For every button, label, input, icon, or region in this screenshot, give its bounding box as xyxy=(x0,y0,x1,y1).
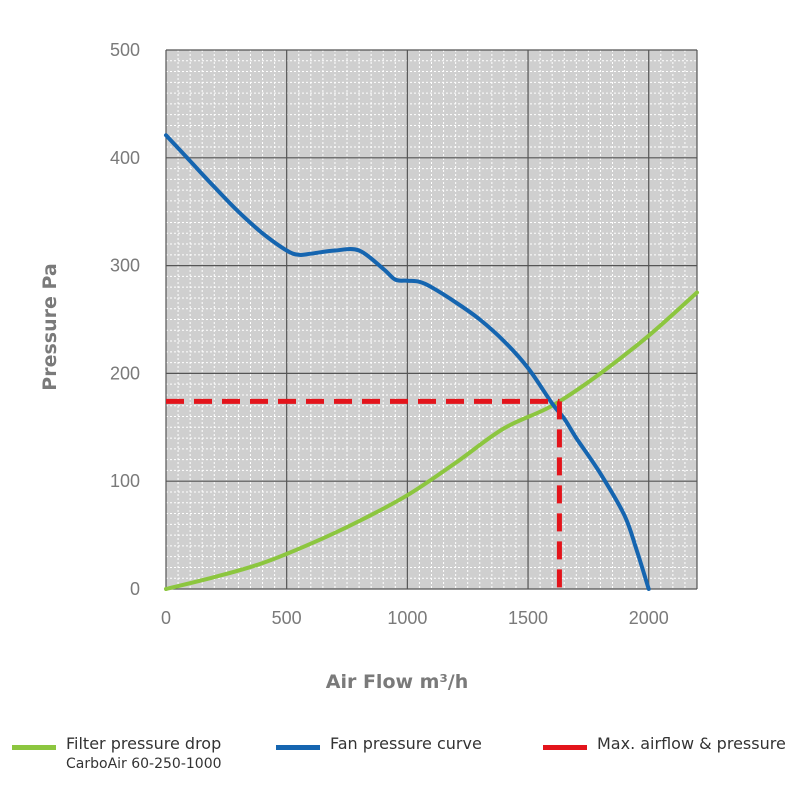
x-tick-label: 1000 xyxy=(387,608,427,628)
legend-swatch-max xyxy=(543,745,587,750)
series-line-fan-pressure-curve xyxy=(164,133,651,591)
legend-swatch-filter xyxy=(12,745,56,750)
legend-label-max: Max. airflow & pressure xyxy=(597,734,786,753)
legend-label-fan: Fan pressure curve xyxy=(330,734,482,753)
legend-item-max: Max. airflow & pressure xyxy=(543,733,786,755)
major-grid xyxy=(165,49,698,590)
y-tick-label: 500 xyxy=(110,40,140,60)
x-tick-label: 0 xyxy=(161,608,171,628)
y-tick-label: 300 xyxy=(110,256,140,276)
series-layer xyxy=(164,133,699,591)
y-tick-label: 400 xyxy=(110,148,140,168)
minor-grid xyxy=(166,50,697,589)
y-tick-label: 0 xyxy=(130,579,140,599)
x-axis-title: Air Flow m³/h xyxy=(326,671,469,693)
tick-labels: 0 500 1000 1500 2000 0 100 200 300 400 500 xyxy=(110,40,669,628)
legend-sublabel-filter: CarboAir 60-250-1000 xyxy=(66,756,222,772)
y-axis-title: Pressure Pa xyxy=(39,263,61,390)
chart: 0 500 1000 1500 2000 0 100 200 300 400 500 Air Flo… xyxy=(39,40,699,693)
x-tick-label: 500 xyxy=(272,608,302,628)
y-tick-label: 200 xyxy=(110,363,140,383)
series-line-filter-pressure-drop xyxy=(164,290,699,591)
y-tick-label: 100 xyxy=(110,471,140,491)
legend-item-filter: Filter pressure drop CarboAir 60-250-100… xyxy=(12,733,222,773)
x-tick-label: 2000 xyxy=(629,608,669,628)
marker-layer xyxy=(166,398,562,589)
legend-item-fan: Fan pressure curve xyxy=(276,733,482,755)
legend-label-filter: Filter pressure drop xyxy=(66,734,222,753)
legend-swatch-fan xyxy=(276,745,320,750)
x-tick-label: 1500 xyxy=(508,608,548,628)
